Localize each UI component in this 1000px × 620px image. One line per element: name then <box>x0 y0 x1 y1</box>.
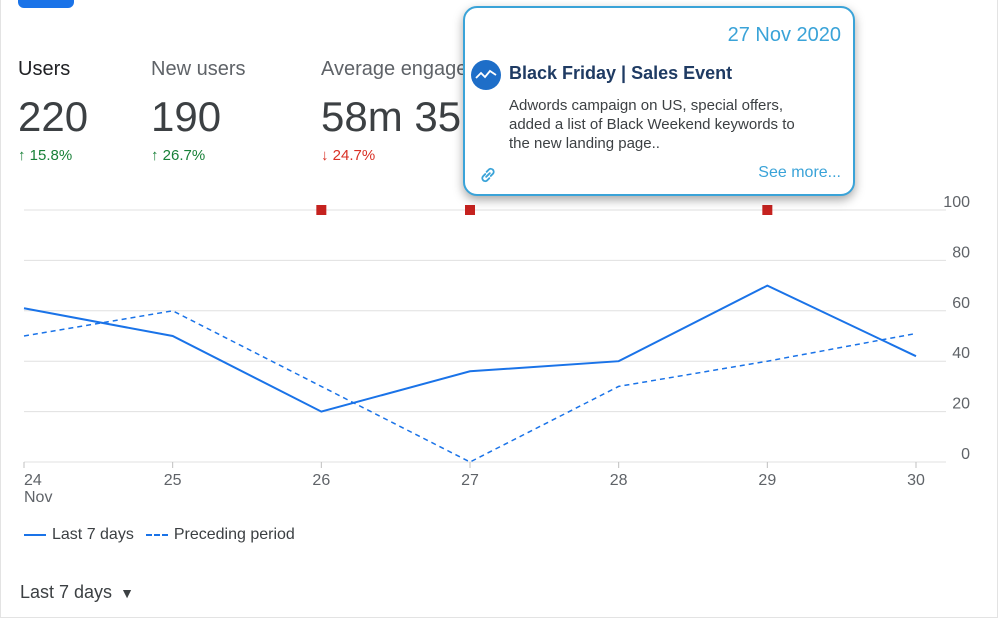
chart-legend: Last 7 days Preceding period <box>24 526 307 544</box>
metric-average-engagement[interactable]: Average engage 58m 35 ↓ 24.7% <box>321 58 471 164</box>
metric-label: Users <box>18 58 71 80</box>
legend-label: Preceding period <box>173 526 295 543</box>
date-range-dropdown[interactable]: Last 7 days ▼ <box>20 582 134 603</box>
trend-line-icon <box>471 60 501 90</box>
series-line-preceding-period <box>23 310 917 463</box>
legend-dashed-swatch <box>145 534 168 536</box>
metric-value: 220 <box>18 93 89 140</box>
x-tick-label: 27 <box>461 472 479 489</box>
date-range-label: Last 7 days <box>20 582 113 602</box>
y-tick-label: 20 <box>952 396 970 413</box>
metric-delta: ↓ 24.7% <box>321 147 376 164</box>
legend-item-preceding-period: Preceding period <box>145 526 295 544</box>
legend-item-last-7-days: Last 7 days <box>24 526 134 544</box>
metric-delta: ↑ 26.7% <box>151 147 206 164</box>
y-tick-label: 40 <box>952 345 970 362</box>
metric-value: 58m 35 <box>321 93 462 140</box>
tooltip-date: 27 Nov 2020 <box>727 24 841 46</box>
legend-label: Last 7 days <box>52 526 134 543</box>
see-more-link[interactable]: See more... <box>758 164 841 181</box>
series-line-last-7-days <box>23 284 917 413</box>
x-tick-label: 30 <box>907 472 925 489</box>
y-tick-label: 60 <box>952 295 970 312</box>
x-tick-label: 25 <box>164 472 182 489</box>
tooltip-title: Black Friday | Sales Event <box>509 63 733 83</box>
y-tick-label: 100 <box>943 194 970 211</box>
x-tick-sublabel: Nov <box>24 489 52 506</box>
metric-label: Average engage <box>321 58 468 80</box>
x-tick-label: 24 <box>24 472 42 489</box>
tooltip-body: Adwords campaign on US, special offers, … <box>509 97 795 152</box>
metric-users[interactable]: Users 220 ↑ 15.8% <box>18 58 88 164</box>
caret-down-icon: ▼ <box>120 584 134 601</box>
metric-value: 190 <box>151 93 222 140</box>
y-tick-label: 0 <box>961 446 970 463</box>
y-tick-label: 80 <box>952 244 970 261</box>
annotation-marker <box>465 205 475 215</box>
metric-new-users[interactable]: New users 190 ↑ 26.7% <box>151 58 245 164</box>
annotation-marker <box>762 205 773 215</box>
annotation-marker <box>316 205 327 215</box>
x-tick-label: 29 <box>758 472 776 489</box>
metric-label: New users <box>151 58 246 80</box>
legend-solid-swatch <box>24 534 46 536</box>
metric-delta: ↑ 15.8% <box>18 147 73 164</box>
x-tick-label: 28 <box>610 472 628 489</box>
annotation-tooltip: 27 Nov 2020 Black Friday | Sales Event A… <box>463 6 855 196</box>
top-tab-indicator[interactable] <box>18 0 74 8</box>
link-icon[interactable] <box>477 164 499 191</box>
x-tick-label: 26 <box>312 472 330 489</box>
